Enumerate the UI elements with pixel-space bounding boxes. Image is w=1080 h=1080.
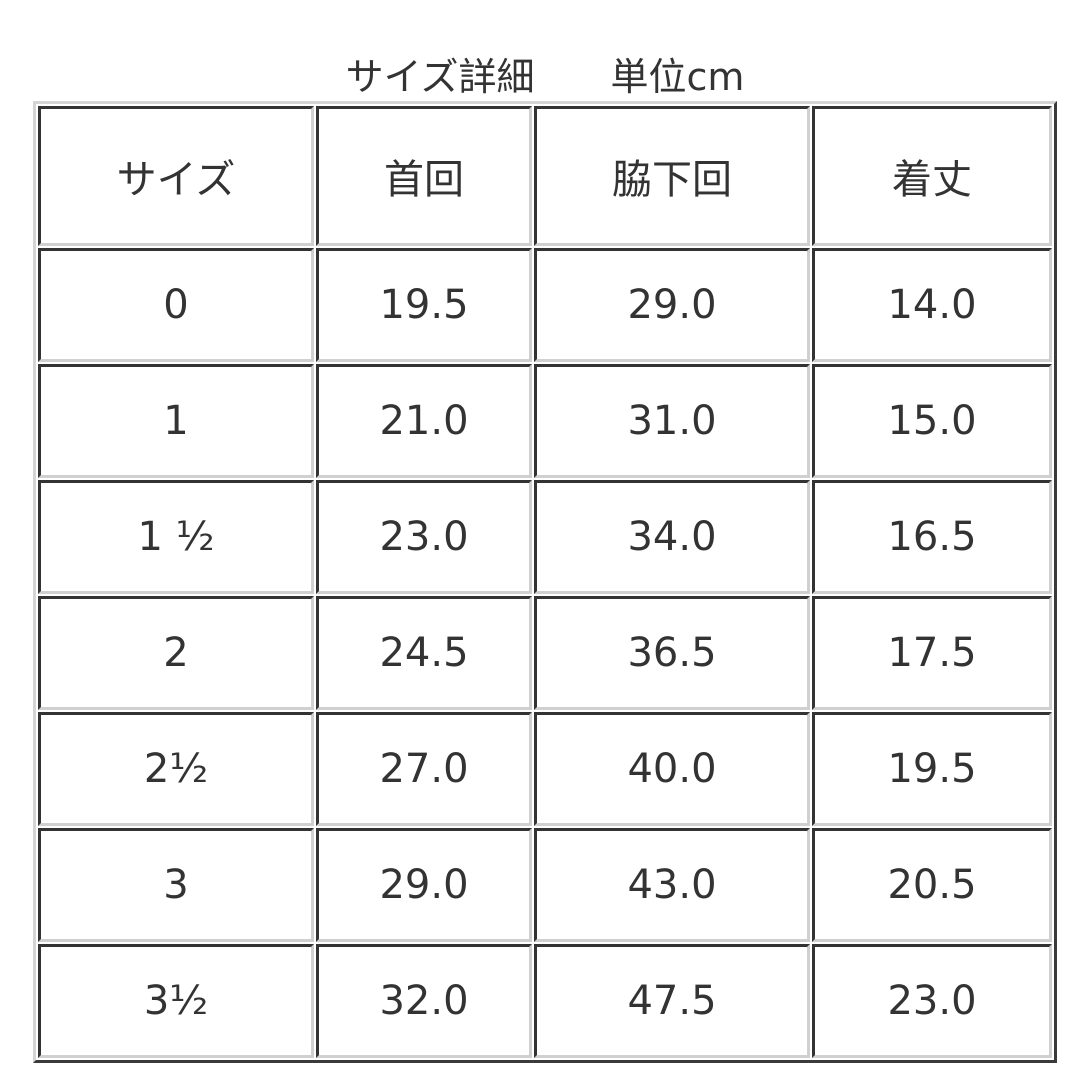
table-row: 2 24.5 36.5 17.5 [38,596,1052,711]
header-row: サイズ 首回 脇下回 着丈 [38,106,1052,247]
table-cell: 29.0 [534,248,810,363]
table-row: 1 21.0 31.0 15.0 [38,364,1052,479]
table-cell: 27.0 [316,712,532,827]
table-cell: 19.5 [812,712,1052,827]
table-cell: 0 [38,248,314,363]
table-row: 2½ 27.0 40.0 19.5 [38,712,1052,827]
table-row: 0 19.5 29.0 14.0 [38,248,1052,363]
header-cell: 脇下回 [534,106,810,247]
table-cell: 19.5 [316,248,532,363]
table-cell: 17.5 [812,596,1052,711]
table-cell: 2 [38,596,314,711]
table-row: 3½ 32.0 47.5 23.0 [38,943,1052,1058]
table-row: 3 29.0 43.0 20.5 [38,828,1052,942]
table-cell: 31.0 [534,364,810,479]
table-cell: 3 [38,828,314,942]
table-cell: 24.5 [316,596,532,711]
table-cell: 34.0 [534,480,810,595]
table-cell: 36.5 [534,596,810,711]
table-cell: 23.0 [316,480,532,595]
table-cell: 3½ [38,943,314,1058]
header-cell: 首回 [316,106,532,247]
table-cell: 47.5 [534,943,810,1058]
table-cell: 23.0 [812,943,1052,1058]
table-cell: 29.0 [316,828,532,942]
table-cell: 40.0 [534,712,810,827]
header-cell: 着丈 [812,106,1052,247]
table-cell: 14.0 [812,248,1052,363]
table-cell: 16.5 [812,480,1052,595]
table-cell: 1 ½ [38,480,314,595]
table-cell: 2½ [38,712,314,827]
table-cell: 1 [38,364,314,479]
table-cell: 32.0 [316,943,532,1058]
header-cell: サイズ [38,106,314,247]
table-cell: 21.0 [316,364,532,479]
table-cell: 20.5 [812,828,1052,942]
table-title: サイズ詳細 単位cm [345,55,745,99]
table-cell: 15.0 [812,364,1052,479]
table-row: 1 ½ 23.0 34.0 16.5 [38,480,1052,595]
table-cell: 43.0 [534,828,810,942]
